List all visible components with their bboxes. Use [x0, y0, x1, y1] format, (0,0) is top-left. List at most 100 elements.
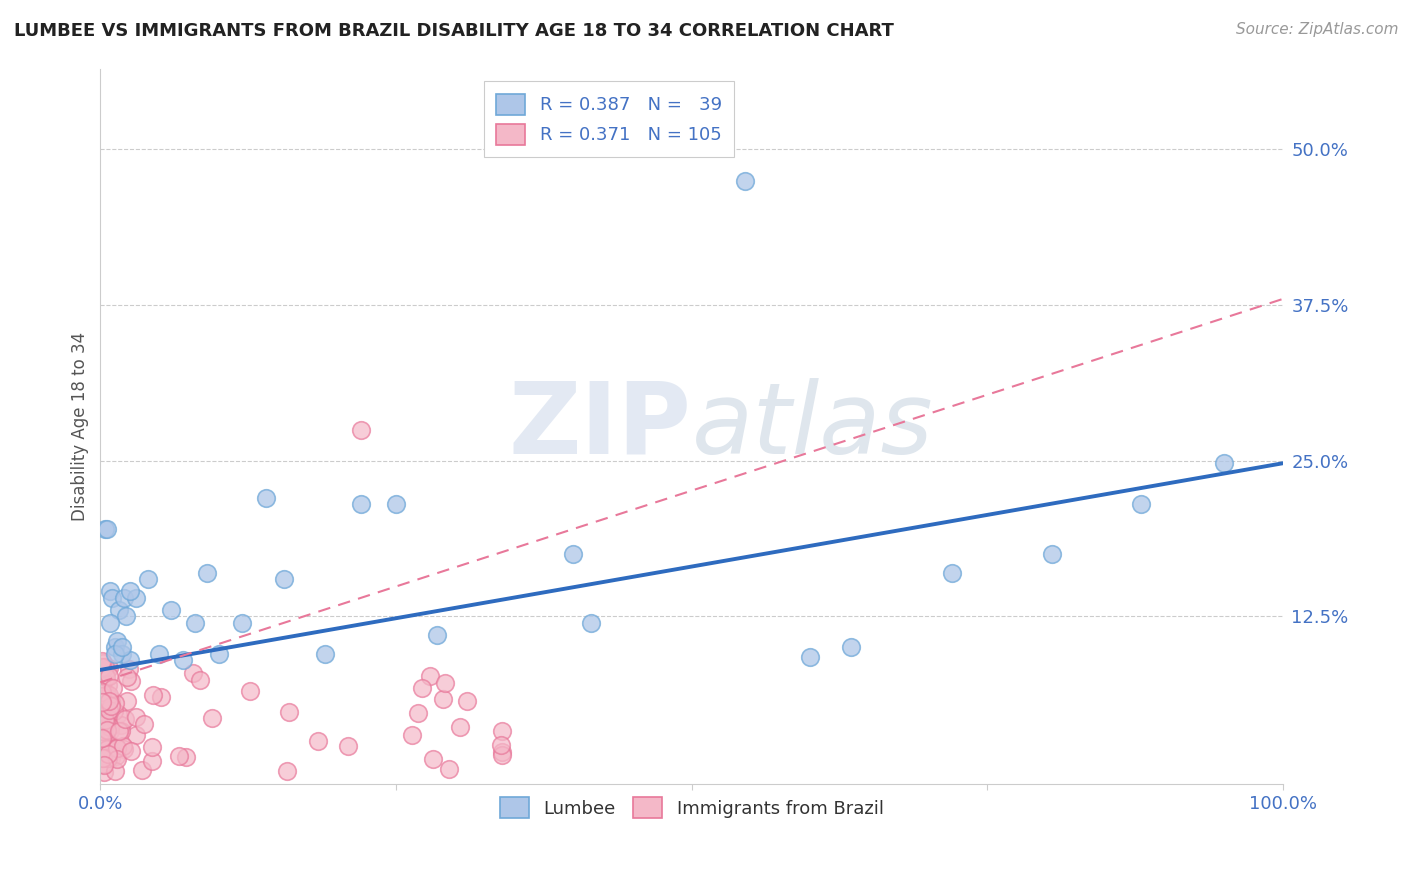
Point [142, 689, 165, 703]
Point [100, 724, 122, 739]
Point [131, 764, 153, 778]
Point [120, 744, 142, 758]
Point [111, 640, 134, 655]
Point [489, 738, 512, 752]
Point [96, 670, 118, 684]
Point [91, 731, 114, 746]
Point [103, 640, 125, 655]
Point [111, 647, 134, 661]
Point [172, 653, 194, 667]
Point [93, 681, 115, 696]
Point [91, 756, 114, 771]
Point [96, 662, 118, 676]
Text: atlas: atlas [692, 378, 934, 475]
Point [107, 724, 129, 739]
Point [136, 572, 159, 586]
Point [100, 699, 122, 714]
Point [93, 757, 115, 772]
Point [411, 681, 433, 696]
Point [132, 716, 155, 731]
Point [96, 522, 118, 536]
Point [91, 656, 114, 670]
Point [408, 706, 430, 720]
Point [97, 751, 120, 765]
Point [239, 683, 262, 698]
Point [118, 584, 141, 599]
Point [100, 750, 122, 764]
Text: Source: ZipAtlas.com: Source: ZipAtlas.com [1236, 22, 1399, 37]
Point [98, 696, 121, 710]
Point [97, 668, 120, 682]
Point [160, 603, 183, 617]
Point [115, 670, 138, 684]
Point [491, 748, 513, 763]
Point [118, 662, 141, 676]
Point [97, 689, 120, 703]
Point [105, 741, 128, 756]
Point [104, 749, 127, 764]
Point [90, 709, 112, 723]
Point [93, 764, 115, 779]
Point [96, 723, 118, 737]
Point [439, 762, 461, 776]
Point [579, 615, 602, 630]
Point [176, 750, 198, 764]
Point [1042, 547, 1064, 561]
Point [91, 740, 114, 755]
Point [103, 647, 125, 661]
Point [98, 615, 121, 630]
Point [456, 693, 478, 707]
Point [94, 660, 117, 674]
Point [422, 752, 444, 766]
Point [112, 742, 135, 756]
Point [118, 653, 141, 667]
Point [231, 615, 253, 630]
Point [90, 704, 112, 718]
Legend: Lumbee, Immigrants from Brazil: Lumbee, Immigrants from Brazil [492, 790, 891, 825]
Point [93, 700, 115, 714]
Point [90, 654, 112, 668]
Point [90, 724, 112, 739]
Point [491, 724, 513, 739]
Point [734, 173, 756, 187]
Point [94, 731, 117, 746]
Point [125, 591, 148, 605]
Point [114, 712, 136, 726]
Text: LUMBEE VS IMMIGRANTS FROM BRAZIL DISABILITY AGE 18 TO 34 CORRELATION CHART: LUMBEE VS IMMIGRANTS FROM BRAZIL DISABIL… [14, 22, 894, 40]
Point [96, 742, 118, 756]
Point [100, 698, 122, 712]
Point [799, 650, 821, 665]
Point [90, 718, 112, 732]
Point [105, 634, 128, 648]
Point [419, 669, 441, 683]
Point [385, 497, 408, 511]
Point [94, 522, 117, 536]
Point [181, 666, 204, 681]
Point [401, 728, 423, 742]
Point [337, 739, 360, 753]
Point [97, 690, 120, 705]
Point [434, 675, 457, 690]
Point [98, 660, 121, 674]
Point [98, 720, 121, 734]
Point [103, 704, 125, 718]
Point [314, 647, 336, 661]
Point [103, 681, 125, 696]
Point [201, 711, 224, 725]
Point [141, 754, 163, 768]
Y-axis label: Disability Age 18 to 34: Disability Age 18 to 34 [72, 332, 89, 521]
Point [97, 694, 120, 708]
Point [90, 684, 112, 698]
Point [111, 739, 134, 754]
Point [125, 709, 148, 723]
Point [90, 751, 112, 765]
Point [115, 609, 138, 624]
Point [277, 705, 299, 719]
Point [112, 591, 135, 605]
Point [1130, 497, 1153, 511]
Point [107, 707, 129, 722]
Point [104, 697, 127, 711]
Point [254, 491, 277, 505]
Point [96, 706, 118, 721]
Point [98, 703, 121, 717]
